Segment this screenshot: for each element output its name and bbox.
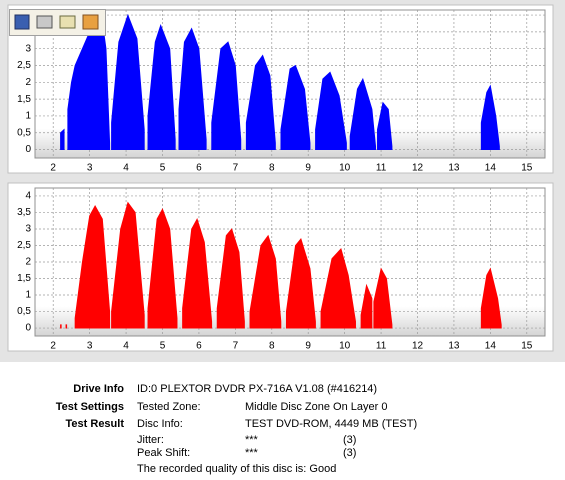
jitter-stars: *** (245, 434, 258, 446)
y-tick-label: 4 (25, 191, 31, 202)
y-tick-label: 2 (25, 77, 31, 88)
result-label: Test Result (65, 418, 124, 430)
settings-label: Test Settings (55, 401, 124, 413)
y-tick-label: 0 (25, 144, 31, 155)
x-tick-label: 11 (376, 341, 387, 352)
disc-value: TEST DVD-ROM, 4449 MB (TEST) (245, 418, 418, 430)
jitter-score: (3) (343, 434, 357, 446)
peak-key: Peak Shift: (137, 447, 191, 459)
y-tick-label: 3,5 (17, 207, 31, 218)
area (60, 201, 502, 329)
open-icon[interactable] (59, 15, 76, 29)
x-tick-label: 10 (339, 341, 351, 352)
x-tick-label: 9 (305, 163, 311, 174)
y-tick-label: 1 (25, 290, 31, 301)
x-tick-label: 10 (339, 163, 351, 174)
export-icon[interactable] (82, 14, 99, 30)
x-tick-label: 15 (521, 163, 533, 174)
x-tick-label: 2 (50, 163, 56, 174)
x-tick-label: 11 (376, 163, 387, 174)
y-tick-label: 1,5 (17, 273, 31, 284)
y-tick-label: 3 (25, 43, 31, 54)
y-tick-label: 3 (25, 224, 31, 235)
x-tick-label: 7 (233, 341, 239, 352)
x-tick-label: 5 (160, 163, 166, 174)
charts: 00,511,522,533,542345678910111213141500,… (0, 0, 565, 362)
x-tick-label: 3 (87, 341, 93, 352)
x-tick-label: 12 (412, 341, 424, 352)
y-tick-label: 0,5 (17, 306, 31, 317)
y-tick-label: 0,5 (17, 127, 31, 138)
x-tick-label: 9 (305, 341, 311, 352)
x-tick-label: 6 (196, 163, 202, 174)
x-tick-label: 4 (123, 163, 129, 174)
x-tick-label: 3 (87, 163, 93, 174)
x-tick-label: 13 (448, 163, 460, 174)
x-tick-label: 6 (196, 341, 202, 352)
zone-key: Tested Zone: (137, 401, 201, 413)
drive-label: Drive Info (73, 383, 124, 395)
y-tick-label: 1 (25, 111, 31, 122)
x-tick-label: 14 (485, 163, 497, 174)
x-tick-label: 4 (123, 341, 129, 352)
x-tick-label: 14 (485, 341, 497, 352)
x-tick-label: 7 (233, 163, 239, 174)
x-tick-label: 5 (160, 341, 166, 352)
drive-value: ID:0 PLEXTOR DVDR PX-716A V1.08 (#416214… (137, 383, 378, 395)
save-icon[interactable] (14, 14, 30, 30)
jitter-key: Jitter: (137, 434, 164, 446)
x-tick-label: 8 (269, 341, 275, 352)
disc-key: Disc Info: (137, 418, 183, 430)
zone-value: Middle Disc Zone On Layer 0 (245, 401, 388, 413)
x-tick-label: 2 (50, 341, 56, 352)
x-tick-label: 8 (269, 163, 275, 174)
y-tick-label: 2,5 (17, 240, 31, 251)
y-tick-label: 0 (25, 323, 31, 334)
x-tick-label: 13 (448, 341, 460, 352)
y-tick-label: 1,5 (17, 94, 31, 105)
print-icon[interactable] (36, 15, 53, 29)
quality: The recorded quality of this disc is: Go… (137, 463, 337, 475)
y-tick-label: 2,5 (17, 60, 31, 71)
peak-stars: *** (245, 447, 258, 459)
toolbar (9, 9, 106, 36)
x-tick-label: 12 (412, 163, 424, 174)
y-tick-label: 2 (25, 257, 31, 268)
x-tick-label: 15 (521, 341, 533, 352)
peak-score: (3) (343, 447, 357, 459)
